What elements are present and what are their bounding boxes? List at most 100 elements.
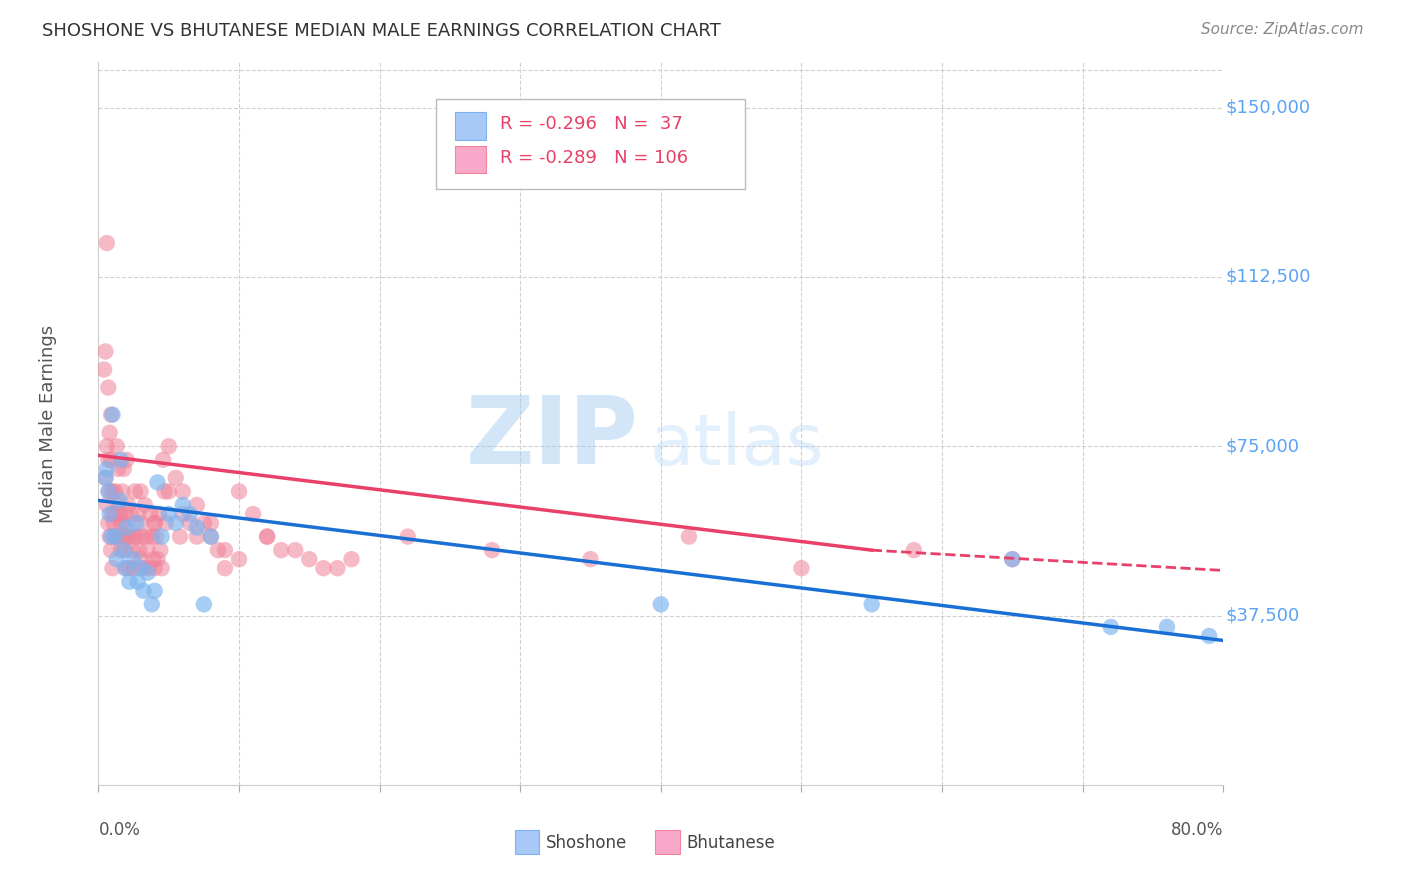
- Point: [121, 543, 143, 558]
- Point: [124, 484, 146, 499]
- Point: [141, 598, 163, 612]
- Point: [127, 507, 149, 521]
- Text: ZIP: ZIP: [465, 392, 638, 484]
- Point: [112, 516, 135, 530]
- Point: [114, 507, 136, 521]
- Point: [150, 561, 173, 575]
- Point: [172, 484, 194, 499]
- Point: [98, 425, 121, 440]
- Point: [200, 530, 222, 544]
- Point: [153, 484, 176, 499]
- Point: [96, 439, 118, 453]
- Point: [94, 471, 117, 485]
- Point: [122, 530, 145, 544]
- Point: [100, 452, 122, 467]
- Point: [107, 498, 129, 512]
- Point: [129, 484, 152, 499]
- Point: [284, 543, 307, 558]
- Point: [186, 520, 208, 534]
- Point: [193, 516, 215, 530]
- Point: [120, 507, 142, 521]
- Text: $75,000: $75,000: [1226, 437, 1299, 455]
- Point: [112, 462, 135, 476]
- Point: [155, 516, 177, 530]
- Point: [138, 561, 160, 575]
- Point: [172, 507, 194, 521]
- Point: [100, 543, 122, 558]
- Point: [131, 530, 153, 544]
- FancyBboxPatch shape: [456, 112, 486, 140]
- Point: [104, 484, 127, 499]
- Point: [98, 484, 121, 499]
- Point: [326, 561, 349, 575]
- Point: [481, 543, 503, 558]
- Point: [256, 530, 278, 544]
- Point: [97, 380, 120, 394]
- Point: [125, 516, 148, 530]
- Point: [143, 516, 166, 530]
- Text: SHOSHONE VS BHUTANESE MEDIAN MALE EARNINGS CORRELATION CHART: SHOSHONE VS BHUTANESE MEDIAN MALE EARNIN…: [42, 22, 721, 40]
- Point: [117, 498, 139, 512]
- Point: [110, 543, 132, 558]
- Point: [115, 520, 138, 534]
- Point: [228, 484, 250, 499]
- Point: [136, 543, 159, 558]
- Point: [96, 498, 118, 512]
- Point: [105, 439, 128, 453]
- Point: [115, 561, 138, 575]
- Text: Bhutanese: Bhutanese: [686, 834, 776, 852]
- Point: [143, 583, 166, 598]
- Point: [1156, 620, 1178, 634]
- Point: [157, 484, 180, 499]
- Point: [114, 561, 136, 575]
- Point: [860, 598, 883, 612]
- Point: [145, 530, 167, 544]
- Point: [127, 574, 149, 589]
- Point: [108, 507, 131, 521]
- Point: [104, 530, 127, 544]
- Text: 80.0%: 80.0%: [1171, 821, 1223, 839]
- Point: [256, 530, 278, 544]
- Point: [1001, 552, 1024, 566]
- Point: [97, 452, 120, 467]
- Point: [157, 439, 180, 453]
- Point: [136, 566, 159, 580]
- Point: [139, 507, 162, 521]
- Point: [105, 530, 128, 544]
- Point: [103, 516, 125, 530]
- Point: [94, 471, 117, 485]
- Point: [242, 507, 264, 521]
- Point: [122, 561, 145, 575]
- Point: [148, 507, 170, 521]
- Point: [340, 552, 363, 566]
- Point: [98, 530, 121, 544]
- Point: [129, 552, 152, 566]
- Point: [122, 552, 145, 566]
- Point: [128, 543, 150, 558]
- Point: [179, 516, 201, 530]
- Point: [678, 530, 700, 544]
- Text: $112,500: $112,500: [1226, 268, 1310, 286]
- Point: [111, 530, 134, 544]
- Point: [101, 408, 124, 422]
- FancyBboxPatch shape: [456, 145, 486, 173]
- Point: [270, 543, 292, 558]
- Point: [118, 561, 141, 575]
- Point: [579, 552, 602, 566]
- Text: R = -0.296   N =  37: R = -0.296 N = 37: [501, 115, 683, 133]
- Point: [141, 530, 163, 544]
- Point: [165, 516, 187, 530]
- Point: [101, 561, 124, 575]
- Point: [115, 452, 138, 467]
- Point: [146, 475, 169, 490]
- FancyBboxPatch shape: [515, 830, 540, 854]
- FancyBboxPatch shape: [436, 99, 745, 189]
- Point: [107, 462, 129, 476]
- Point: [94, 344, 117, 359]
- Point: [186, 498, 208, 512]
- Point: [100, 530, 122, 544]
- Point: [169, 530, 191, 544]
- Point: [186, 530, 208, 544]
- Point: [129, 561, 152, 575]
- Point: [165, 471, 187, 485]
